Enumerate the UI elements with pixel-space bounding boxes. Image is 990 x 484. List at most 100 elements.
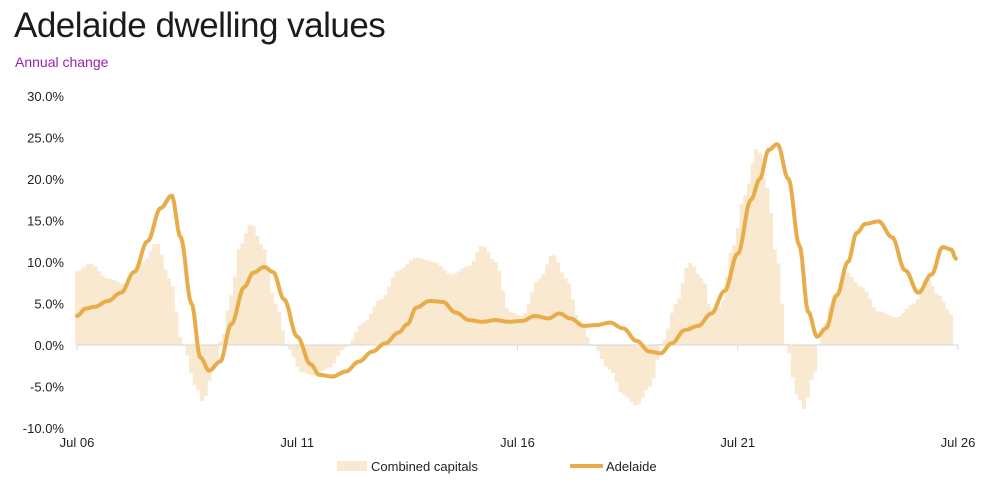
combined-capitals-bar bbox=[89, 263, 94, 345]
combined-capitals-bar bbox=[945, 309, 950, 345]
combined-capitals-bar bbox=[713, 309, 718, 345]
combined-capitals-bar bbox=[166, 278, 172, 345]
combined-capitals-bar bbox=[552, 255, 557, 345]
combined-capitals-bar bbox=[155, 243, 160, 345]
combined-capitals-bar bbox=[255, 235, 260, 345]
combined-capitals-bar bbox=[640, 345, 645, 398]
combined-capitals-bar bbox=[324, 345, 329, 369]
combined-capitals-bar bbox=[266, 269, 271, 345]
combined-capitals-bar bbox=[636, 345, 641, 405]
combined-capitals-bar bbox=[269, 293, 274, 345]
combined-capitals-bar bbox=[78, 269, 83, 345]
combined-capitals-bar bbox=[508, 311, 513, 345]
combined-capitals-bar bbox=[622, 345, 627, 395]
combined-capitals-bar bbox=[148, 250, 153, 345]
combined-capitals-bar bbox=[412, 258, 417, 345]
combined-capitals-bar bbox=[222, 333, 227, 345]
combined-capitals-bar bbox=[497, 270, 502, 345]
combined-capitals-bar bbox=[765, 188, 770, 345]
combined-capitals-bar bbox=[838, 282, 843, 345]
combined-capitals-bar bbox=[761, 177, 766, 345]
combined-capitals-bar bbox=[445, 273, 450, 345]
combined-capitals-bar bbox=[739, 203, 744, 345]
combined-capitals-bar bbox=[310, 345, 315, 376]
combined-capitals-bar bbox=[611, 345, 616, 373]
combined-capitals-bar bbox=[849, 276, 854, 345]
x-tick-label: Jul 16 bbox=[500, 435, 535, 450]
combined-capitals-bar bbox=[816, 343, 821, 345]
combined-capitals-bar bbox=[746, 183, 751, 345]
combined-capitals-bar bbox=[537, 278, 542, 345]
combined-capitals-bar bbox=[460, 268, 465, 345]
combined-capitals-bar bbox=[563, 278, 568, 345]
combined-capitals-bar bbox=[416, 258, 421, 345]
combined-capitals-bar bbox=[471, 260, 476, 345]
combined-capitals-bar bbox=[405, 264, 410, 345]
combined-capitals-bar bbox=[864, 291, 869, 345]
combined-capitals-bar bbox=[827, 307, 832, 345]
combined-capitals-bar bbox=[170, 286, 175, 345]
combined-capitals-bar bbox=[776, 263, 781, 345]
combined-capitals-bar bbox=[398, 270, 403, 345]
combined-capitals-bar bbox=[857, 286, 862, 345]
combined-capitals-bar bbox=[559, 272, 564, 345]
combined-capitals-bar bbox=[897, 316, 902, 345]
combined-capitals-bar bbox=[871, 306, 876, 345]
adelaide-line bbox=[75, 142, 958, 379]
combined-capitals-bar bbox=[185, 345, 190, 356]
combined-capitals-bar bbox=[86, 264, 91, 345]
combined-capitals-bar bbox=[332, 345, 337, 364]
combined-capitals-bar bbox=[710, 311, 715, 345]
combined-capitals-bar bbox=[625, 345, 630, 398]
combined-capitals-bar bbox=[482, 246, 487, 345]
combined-capitals-bar bbox=[600, 345, 605, 360]
combined-capitals-bar bbox=[119, 283, 124, 345]
combined-capitals-bar bbox=[647, 345, 652, 387]
y-tick-label: 15.0% bbox=[27, 214, 64, 229]
combined-capitals-bar bbox=[886, 315, 891, 345]
combined-capitals-bar bbox=[680, 283, 685, 345]
combined-capitals-bar bbox=[684, 267, 689, 345]
combined-capitals-bar bbox=[357, 325, 362, 345]
combined-capitals-bar bbox=[567, 283, 572, 345]
combined-capitals-bar bbox=[100, 275, 105, 345]
combined-capitals-bar bbox=[464, 266, 469, 345]
combined-capitals-bar bbox=[372, 306, 377, 345]
combined-capitals-bar bbox=[258, 244, 263, 345]
combined-capitals-bar bbox=[383, 295, 388, 345]
combined-capitals-bar bbox=[177, 337, 183, 345]
combined-capitals-bar bbox=[801, 345, 807, 409]
combined-capitals-bar bbox=[214, 345, 219, 362]
combined-capitals-bar bbox=[75, 271, 80, 345]
combined-capitals-bar bbox=[691, 266, 696, 345]
combined-capitals-bar bbox=[813, 345, 818, 372]
combined-capitals-bar bbox=[361, 322, 366, 345]
combined-capitals-bar bbox=[603, 345, 608, 367]
combined-capitals-bar bbox=[229, 295, 234, 345]
combined-capitals-bar bbox=[798, 345, 803, 401]
combined-capitals-bar bbox=[438, 265, 443, 345]
combined-capitals-bar bbox=[937, 295, 942, 345]
y-tick-label: 0.0% bbox=[34, 338, 64, 353]
combined-capitals-bar bbox=[919, 288, 924, 345]
combined-capitals-bar bbox=[489, 259, 495, 345]
combined-capitals-bar bbox=[677, 298, 682, 345]
combined-capitals-bar bbox=[519, 315, 524, 345]
combined-capitals-bar bbox=[651, 345, 656, 379]
combined-capitals-bar bbox=[702, 283, 707, 345]
combined-capitals-bar bbox=[545, 264, 550, 345]
adelaide-line-layer bbox=[75, 142, 958, 379]
combined-capitals-bar bbox=[754, 148, 759, 345]
combined-capitals-bar bbox=[728, 252, 733, 345]
combined-capitals-bar bbox=[343, 345, 348, 348]
combined-capitals-bar bbox=[122, 284, 127, 345]
combined-capitals-bar bbox=[890, 316, 895, 345]
combined-capitals-bar bbox=[350, 339, 355, 345]
combined-capitals-bar bbox=[144, 258, 149, 345]
combined-capitals-bar bbox=[401, 267, 406, 345]
legend-label-adelaide: Adelaide bbox=[606, 459, 657, 474]
combined-capitals-bar bbox=[280, 330, 285, 345]
combined-capitals-bar bbox=[541, 274, 546, 345]
combined-capitals-bar bbox=[695, 273, 700, 345]
combined-capitals-bar bbox=[923, 280, 928, 345]
